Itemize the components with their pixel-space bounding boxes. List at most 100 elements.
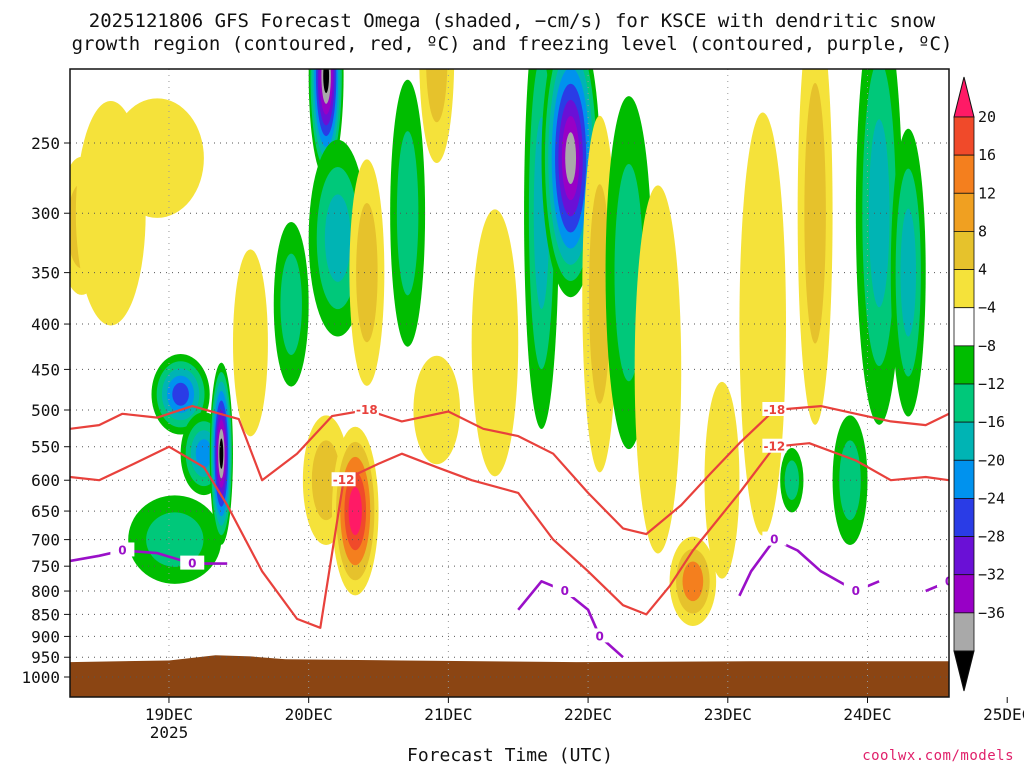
- y-tick-label: 900: [31, 627, 60, 646]
- x-tick-label: 20DEC: [285, 705, 333, 724]
- contour-label-bg: [354, 402, 379, 416]
- x-tick-label: 24DEC: [843, 705, 891, 724]
- contour-label: 0: [118, 543, 126, 557]
- y-tick-label: 800: [31, 582, 60, 601]
- contour-label: 0: [188, 557, 196, 571]
- omega-cell: [219, 438, 224, 469]
- source-credit: coolwx.com/models: [862, 748, 1014, 764]
- omega-cell: [634, 185, 682, 554]
- omega-cell: [323, 69, 330, 94]
- contour-label: -18: [356, 403, 378, 417]
- grid-lines: [70, 69, 949, 697]
- colorbar-bin: [953, 459, 975, 499]
- x-tick-label: 21DEC: [424, 705, 472, 724]
- colorbar-bin: [953, 383, 975, 423]
- contour-lines: -18 -18 -12 -12 0 0 0 0 0 0 0 0: [70, 402, 1024, 659]
- colorbar-bin: [953, 498, 975, 537]
- omega-cell: [739, 112, 787, 536]
- contour-label-bg: [110, 542, 135, 557]
- omega-cell: [280, 253, 302, 355]
- colorbar-label: −20: [978, 451, 1005, 469]
- contour-label: -12: [333, 473, 355, 487]
- colorbar-bin: [953, 231, 975, 270]
- colorbar-bin: [953, 421, 975, 461]
- omega-cell: [324, 194, 351, 282]
- y-tick-label: 350: [31, 264, 60, 283]
- contour-label: -12: [764, 440, 786, 454]
- omega-cell: [426, 69, 448, 123]
- contour-label-bg: [937, 573, 949, 588]
- x-tick-sublabel: 2025: [150, 723, 189, 742]
- omega-cell: [704, 381, 740, 579]
- colorbar-label: 20: [978, 108, 996, 126]
- colorbar-bin: [953, 116, 975, 156]
- y-axis: 250 300 350 400 450 500 550 600 650 700 750 800 850 9…: [21, 134, 70, 687]
- contour-line: [70, 405, 949, 536]
- ground-surface: [70, 655, 949, 697]
- colorbar-label: −24: [978, 489, 1005, 507]
- contour-label-bg: [331, 472, 356, 487]
- colorbar-label: 16: [978, 146, 996, 164]
- omega-cell: [804, 83, 826, 344]
- colorbar-label: 8: [978, 222, 987, 240]
- colorbar-label: −16: [978, 413, 1005, 431]
- y-tick-label: 550: [31, 438, 60, 457]
- x-tick-label: 23DEC: [704, 705, 752, 724]
- colorbar-label: −12: [978, 375, 1005, 393]
- y-tick-label: 250: [31, 134, 60, 153]
- omega-cell: [900, 208, 917, 337]
- x-tick-label: 19DEC: [145, 705, 193, 724]
- omega-cell: [232, 249, 268, 437]
- contour-label: 0: [945, 574, 953, 588]
- contour-label-bg: [762, 402, 787, 416]
- omega-cell: [471, 209, 519, 477]
- y-tick-label: 400: [31, 315, 60, 334]
- y-tick-label: 650: [31, 502, 60, 521]
- contour-label: -18: [764, 403, 786, 417]
- omega-cell: [588, 184, 611, 404]
- x-tick-label: 22DEC: [564, 705, 612, 724]
- colorbar-top-arrow: [953, 76, 975, 118]
- plot-frame: [69, 68, 950, 698]
- colorbar-label: 4: [978, 261, 987, 279]
- omega-cell: [172, 382, 189, 406]
- omega-cell: [993, 312, 1022, 508]
- colorbar: 20 16 12 8 4 −4 −8 −12 −16 −20 −24 −28 −32 −36: [953, 76, 1005, 692]
- colorbar-bin: [953, 269, 975, 309]
- colorbar-label: −36: [978, 604, 1005, 622]
- colorbar-bin: [953, 612, 975, 652]
- colorbar-bin: [953, 345, 975, 385]
- colorbar-bin: [953, 307, 975, 347]
- omega-cell: [682, 561, 704, 602]
- contour-label-bg: [1001, 631, 1024, 645]
- chart-title-line1: 2025121806 GFS Forecast Omega (shaded, −…: [88, 10, 936, 32]
- y-tick-label: 1000: [21, 668, 60, 687]
- contour-label-bg: [762, 438, 787, 453]
- omega-cell: [348, 486, 362, 536]
- omega-cell: [110, 98, 204, 218]
- omega-cell: [999, 355, 1015, 466]
- colorbar-bin: [953, 536, 975, 576]
- omega-cell: [195, 439, 212, 469]
- colorbar-bin: [953, 192, 975, 232]
- y-tick-label: 600: [31, 471, 60, 490]
- y-tick-label: 850: [31, 605, 60, 624]
- colorbar-label: −28: [978, 528, 1005, 546]
- colorbar-label: −32: [978, 566, 1005, 584]
- ground-fill: [70, 655, 949, 697]
- contour-label-bg: [552, 583, 577, 598]
- contour-label-bg: [587, 628, 612, 643]
- omega-cell: [565, 132, 577, 184]
- y-tick-label: 300: [31, 204, 60, 223]
- contour-label-bg: [762, 531, 787, 546]
- colorbar-label: 12: [978, 184, 996, 202]
- colorbar-bottom-arrow: [953, 650, 975, 692]
- x-tick-label: 25DEC: [983, 705, 1024, 724]
- contour-line: [70, 442, 949, 629]
- contour-label-bg: [180, 555, 205, 570]
- contour-label-bg: [843, 583, 868, 598]
- contour-label: 0: [596, 629, 604, 643]
- x-axis-title: Forecast Time (UTC): [407, 745, 613, 766]
- y-tick-label: 700: [31, 531, 60, 550]
